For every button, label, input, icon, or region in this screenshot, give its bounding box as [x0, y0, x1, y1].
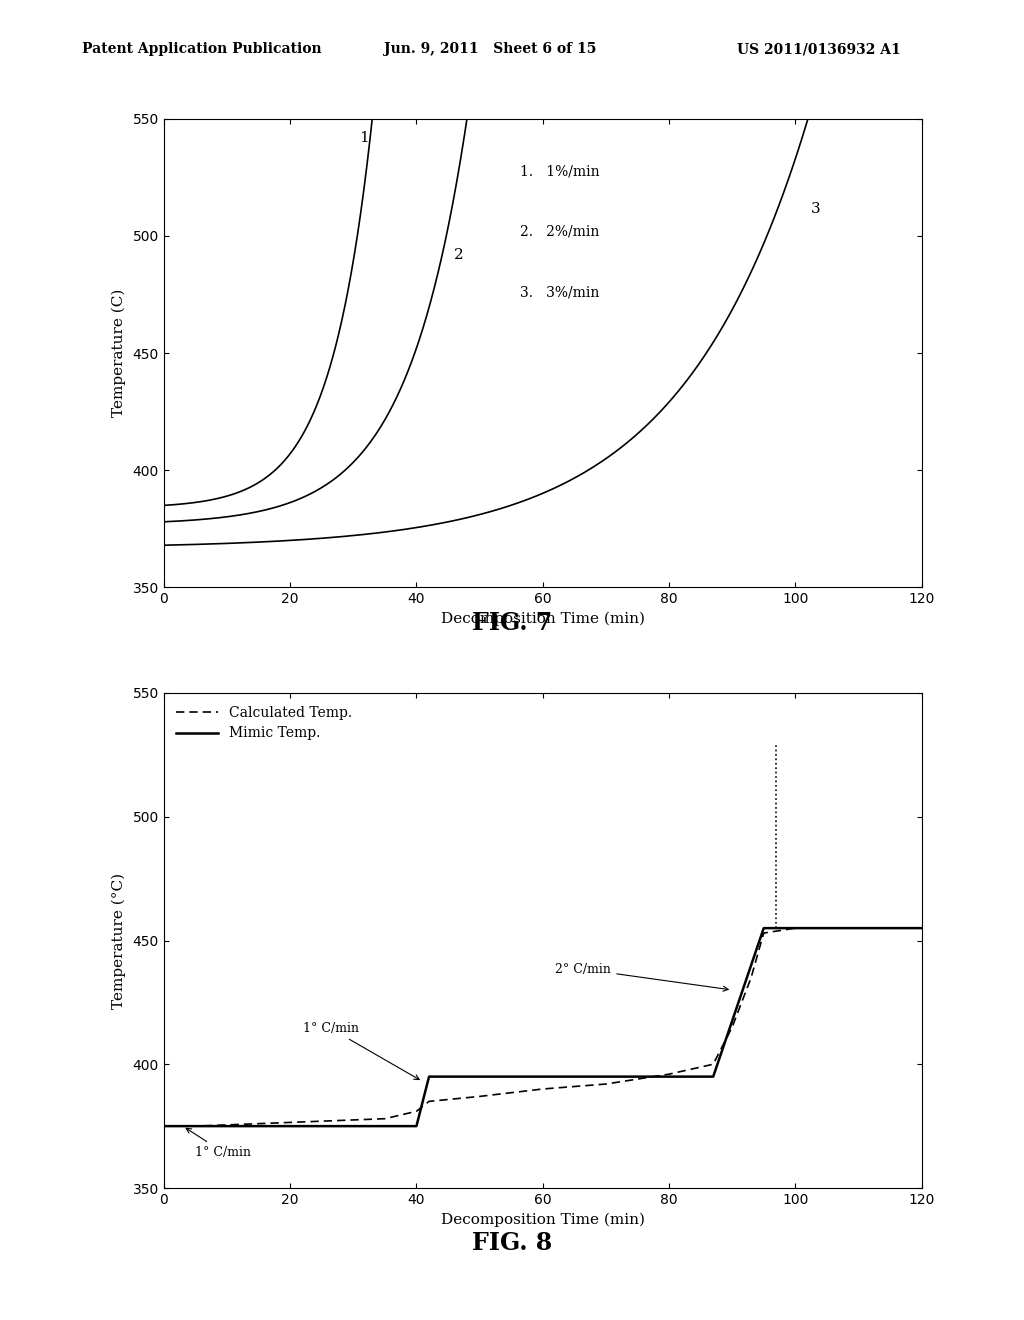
- Text: 1: 1: [359, 131, 370, 145]
- Text: 1° C/min: 1° C/min: [186, 1129, 252, 1159]
- Text: FIG. 7: FIG. 7: [472, 611, 552, 635]
- Text: Patent Application Publication: Patent Application Publication: [82, 42, 322, 57]
- Text: 3: 3: [811, 202, 820, 215]
- X-axis label: Decomposition Time (min): Decomposition Time (min): [440, 1212, 645, 1226]
- Y-axis label: Temperature (C): Temperature (C): [112, 289, 126, 417]
- Text: 1° C/min: 1° C/min: [303, 1022, 419, 1080]
- Text: FIG. 8: FIG. 8: [472, 1232, 552, 1255]
- Text: 1.   1%/min: 1. 1%/min: [520, 164, 600, 178]
- Text: 2: 2: [455, 248, 464, 263]
- Text: US 2011/0136932 A1: US 2011/0136932 A1: [737, 42, 901, 57]
- Text: 3.   3%/min: 3. 3%/min: [520, 286, 599, 300]
- Text: 2° C/min: 2° C/min: [555, 962, 728, 991]
- Legend: Calculated Temp., Mimic Temp.: Calculated Temp., Mimic Temp.: [171, 700, 357, 746]
- X-axis label: Decomposition Time (min): Decomposition Time (min): [440, 611, 645, 626]
- Text: 2.   2%/min: 2. 2%/min: [520, 224, 599, 239]
- Text: Jun. 9, 2011   Sheet 6 of 15: Jun. 9, 2011 Sheet 6 of 15: [384, 42, 596, 57]
- Y-axis label: Temperature (°C): Temperature (°C): [112, 873, 126, 1008]
